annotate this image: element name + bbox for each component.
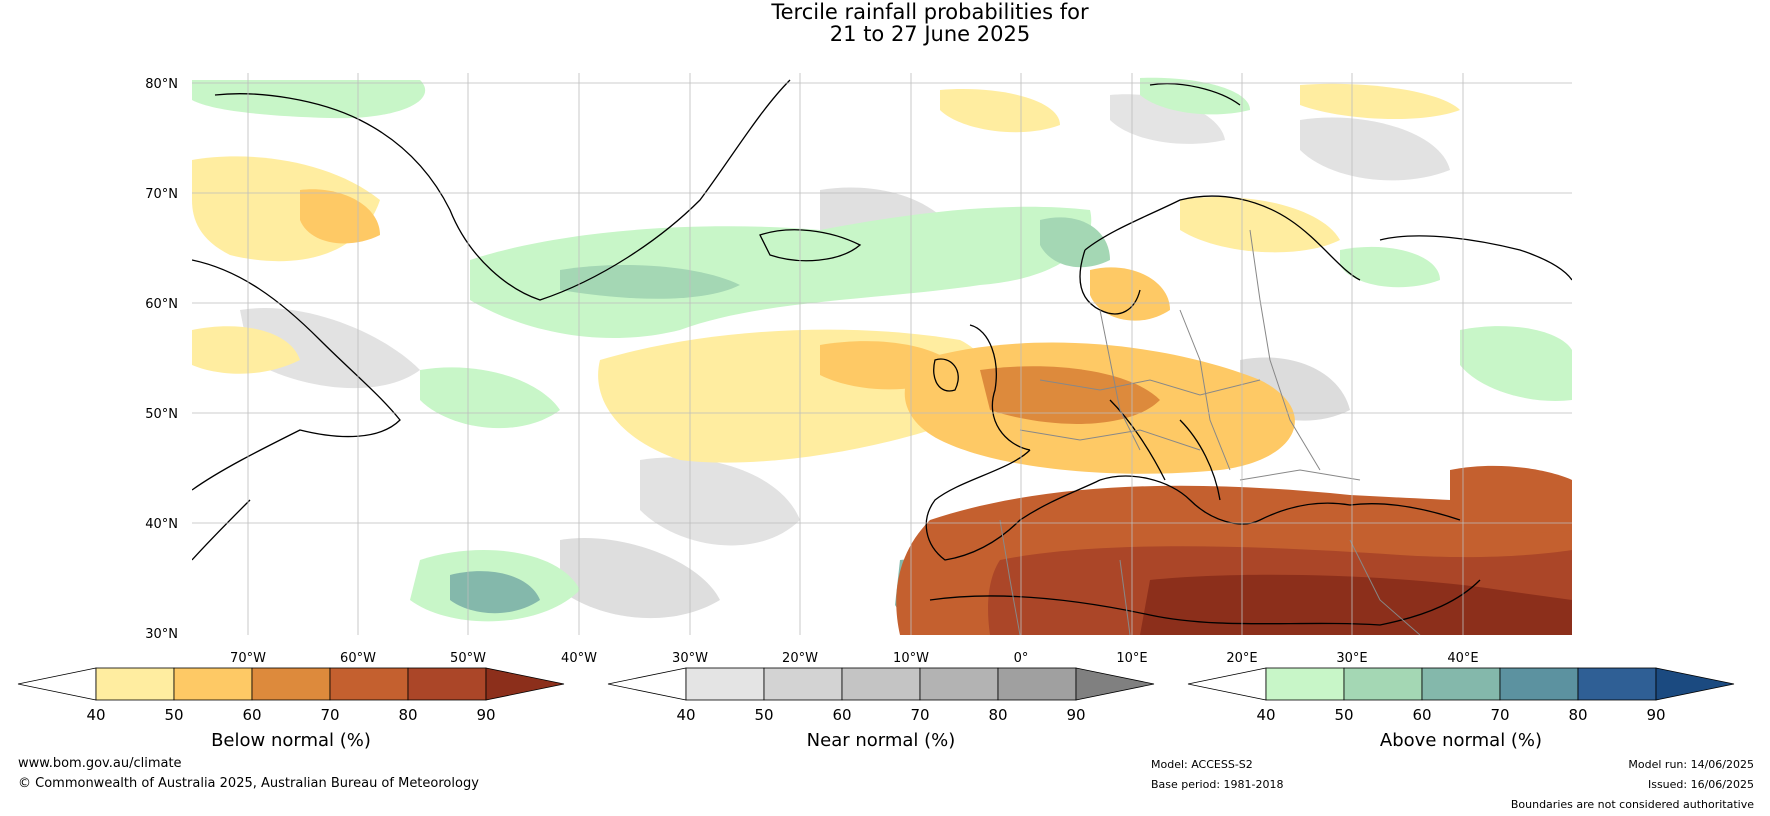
lon-label: 70°W bbox=[230, 651, 266, 666]
lat-label: 70°N bbox=[145, 187, 178, 202]
colorbar-segment bbox=[173, 667, 253, 701]
colorbar-segment bbox=[1499, 667, 1579, 701]
title-line-2: 21 to 27 June 2025 bbox=[829, 22, 1031, 46]
colorbar-segment bbox=[841, 667, 921, 701]
colorbar-tick-label: 90 bbox=[476, 706, 495, 724]
colorbar-segment bbox=[1343, 667, 1423, 701]
lon-label: 20°E bbox=[1226, 651, 1257, 666]
colorbar-extend-high bbox=[1655, 667, 1735, 701]
lon-label: 60°W bbox=[340, 651, 376, 666]
colorbar-segment bbox=[997, 667, 1077, 701]
colorbar-extend-low bbox=[607, 667, 687, 701]
colorbar-title: Near normal (%) bbox=[807, 730, 956, 751]
colorbar-tick-label: 90 bbox=[1066, 706, 1085, 724]
colorbar-segment bbox=[763, 667, 843, 701]
graticule bbox=[192, 73, 1572, 635]
colorbar-tick-label: 50 bbox=[164, 706, 183, 724]
lat-label: 40°N bbox=[145, 517, 178, 532]
lon-label: 30°E bbox=[1336, 651, 1367, 666]
website-link[interactable]: www.bom.gov.au/climate bbox=[18, 756, 182, 771]
lon-label: 10°W bbox=[893, 651, 929, 666]
model-run-date: Model run: 14/06/2025 bbox=[1628, 758, 1754, 771]
colorbar-segment bbox=[95, 667, 175, 701]
colorbar-segment bbox=[407, 667, 487, 701]
colorbar-title: Below normal (%) bbox=[211, 730, 371, 751]
colorbar-tick-label: 70 bbox=[910, 706, 929, 724]
issued-date: Issued: 16/06/2025 bbox=[1647, 778, 1754, 791]
legend-below-normal: 40 50 60 70 80 90 Below normal (%) bbox=[17, 667, 565, 751]
colorbar-segment bbox=[1265, 667, 1345, 701]
title-line-1: Tercile rainfall probabilities for bbox=[771, 0, 1089, 24]
copyright-text: © Commonwealth of Australia 2025, Austra… bbox=[18, 776, 479, 791]
colorbar-segment bbox=[919, 667, 999, 701]
colorbar-tick-label: 40 bbox=[86, 706, 105, 724]
lon-label: 50°W bbox=[450, 651, 486, 666]
colorbar-title: Above normal (%) bbox=[1380, 730, 1542, 751]
lon-label: 30°W bbox=[672, 651, 708, 666]
colorbar-tick-label: 40 bbox=[1256, 706, 1275, 724]
colorbar-segment bbox=[1577, 667, 1657, 701]
colorbar-tick-label: 80 bbox=[1568, 706, 1587, 724]
colorbar-segment bbox=[251, 667, 331, 701]
lat-label: 80°N bbox=[145, 77, 178, 92]
colorbar-segment bbox=[685, 667, 765, 701]
colorbar-tick-label: 50 bbox=[1334, 706, 1353, 724]
coastlines bbox=[192, 79, 1572, 626]
colorbar-extend-high bbox=[485, 667, 565, 701]
legend-near-normal: 40 50 60 70 80 90 Near normal (%) bbox=[607, 667, 1155, 751]
boundary-disclaimer: Boundaries are not considered authoritat… bbox=[1510, 798, 1754, 811]
model-name: Model: ACCESS-S2 bbox=[1151, 758, 1253, 771]
lon-label: 20°W bbox=[782, 651, 818, 666]
colorbar-tick-label: 60 bbox=[832, 706, 851, 724]
colorbar-tick-label: 60 bbox=[242, 706, 261, 724]
colorbar-tick-label: 60 bbox=[1412, 706, 1431, 724]
colorbar-tick-label: 40 bbox=[676, 706, 695, 724]
lat-label: 50°N bbox=[145, 407, 178, 422]
colorbar-segment bbox=[1421, 667, 1501, 701]
colorbar-tick-label: 80 bbox=[398, 706, 417, 724]
lon-label: 0° bbox=[1014, 651, 1029, 666]
lon-label: 40°E bbox=[1447, 651, 1478, 666]
colorbar-segment bbox=[329, 667, 409, 701]
lat-label: 60°N bbox=[145, 297, 178, 312]
legend-above-normal: 40 50 60 70 80 90 Above normal (%) bbox=[1187, 667, 1735, 751]
colorbar-extend-low bbox=[1187, 667, 1267, 701]
colorbar-extend-low bbox=[17, 667, 97, 701]
colorbar-tick-label: 70 bbox=[1490, 706, 1509, 724]
colorbar-tick-label: 70 bbox=[320, 706, 339, 724]
colorbar-tick-label: 90 bbox=[1646, 706, 1665, 724]
base-period: Base period: 1981-2018 bbox=[1151, 778, 1284, 791]
lon-label: 40°W bbox=[561, 651, 597, 666]
colorbar-tick-label: 50 bbox=[754, 706, 773, 724]
lat-label: 30°N bbox=[145, 627, 178, 642]
lon-label: 10°E bbox=[1116, 651, 1147, 666]
country-borders bbox=[999, 229, 1421, 635]
colorbar-tick-label: 80 bbox=[988, 706, 1007, 724]
colorbar-extend-high bbox=[1075, 667, 1155, 701]
